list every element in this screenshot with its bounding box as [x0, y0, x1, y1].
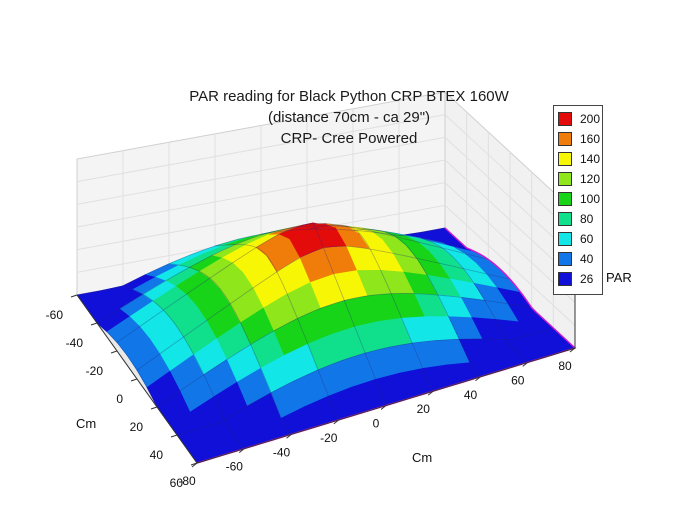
y-tick-label: -60: [46, 308, 64, 322]
surface-meshline: [214, 244, 340, 421]
surface-meshline: [176, 327, 554, 436]
y-tick-label: 0: [116, 392, 123, 406]
legend-item: 100: [558, 189, 602, 209]
par-surface: [76, 222, 577, 464]
legend-item: 160: [558, 129, 602, 149]
surface-meshline: [76, 227, 446, 296]
x-tick-label: 40: [464, 388, 478, 402]
legend-label: 60: [580, 232, 594, 246]
y-tick-label: -20: [86, 364, 104, 378]
legend-swatch: [558, 212, 572, 226]
y-tick-label: -40: [66, 336, 84, 350]
legend-swatch: [558, 192, 572, 206]
legend-swatch: [558, 232, 572, 246]
x-tick-label: 80: [558, 359, 572, 373]
legend-swatch: [558, 152, 572, 166]
surface-meshline: [136, 245, 511, 371]
x-tick: [380, 405, 387, 410]
y-tick: [70, 294, 78, 298]
y-tick: [170, 434, 178, 438]
x-axis-label: Cm: [412, 450, 432, 465]
legend-item: 120: [558, 169, 602, 189]
legend-label: 40: [580, 252, 594, 266]
wall-gridline: [76, 182, 446, 251]
legend-swatch: [558, 172, 572, 186]
x-tick-label: -40: [273, 445, 291, 459]
surface-meshline: [96, 225, 467, 324]
surface-meshline: [156, 293, 532, 408]
legend-swatch: [558, 132, 572, 146]
color-legend: 200 160 140 120 100 80 60 40 26: [553, 105, 603, 295]
y-tick-label: 20: [130, 420, 144, 434]
y-tick: [190, 462, 198, 466]
legend-swatch: [558, 272, 572, 286]
x-tick-label: 60: [511, 373, 525, 387]
surface-meshline: [116, 223, 489, 343]
legend-item: 26: [558, 269, 602, 289]
surface-meshline: [352, 229, 481, 378]
wall-gridline: [76, 114, 446, 183]
legend-label: 160: [580, 132, 601, 146]
surface-meshline: [306, 224, 434, 392]
legend-swatch: [558, 112, 572, 126]
legend-item: 60: [558, 229, 602, 249]
legend-label: 120: [580, 172, 601, 186]
legend-label: 200: [580, 112, 601, 126]
legend-swatch: [558, 252, 572, 266]
x-tick: [569, 347, 576, 353]
z-axis-label: PAR: [606, 270, 632, 285]
chart-title: PAR reading for Black Python CRP BTEX 16…: [189, 88, 509, 105]
surface-meshline: [168, 263, 292, 435]
x-tick-label: -20: [320, 431, 338, 445]
y-tick: [150, 406, 158, 410]
y-tick: [110, 350, 118, 354]
legend-item: 200: [558, 109, 602, 129]
chart-subtitle-1: (distance 70cm - ca 29"): [267, 109, 431, 126]
x-tick: [286, 433, 292, 439]
y-tick-label: 40: [150, 448, 164, 462]
y-tick-label: 60: [170, 476, 184, 490]
x-tick: [333, 419, 340, 425]
wall-gridline: [76, 159, 446, 228]
surface-meshline: [122, 285, 245, 449]
legend-item: 140: [558, 149, 602, 169]
legend-item: 40: [558, 249, 602, 269]
legend-label: 80: [580, 212, 594, 226]
legend-label: 100: [580, 192, 601, 206]
surface-meshline: [398, 235, 529, 363]
x-tick: [475, 376, 481, 382]
wall-gridline: [76, 136, 446, 205]
y-axis-label: Cm: [76, 416, 96, 431]
chart-axes: -80-60-40-20020406080-60-40-200204060CmC…: [46, 212, 576, 490]
legend-label: 140: [580, 152, 601, 166]
legend-item: 80: [558, 209, 602, 229]
x-tick: [427, 390, 434, 396]
x-tick: [238, 448, 245, 454]
x-tick: [522, 361, 529, 367]
x-tick-label: 20: [417, 402, 431, 416]
surface-meshline: [260, 222, 387, 406]
chart-subtitle-2: CRP- Cree Powered: [280, 130, 418, 147]
legend-label: 26: [580, 272, 594, 286]
x-tick-label: -80: [178, 474, 196, 488]
x-tick-label: -60: [226, 460, 244, 474]
y-tick: [90, 322, 98, 326]
y-tick: [130, 378, 138, 382]
x-tick-label: 0: [373, 417, 380, 431]
